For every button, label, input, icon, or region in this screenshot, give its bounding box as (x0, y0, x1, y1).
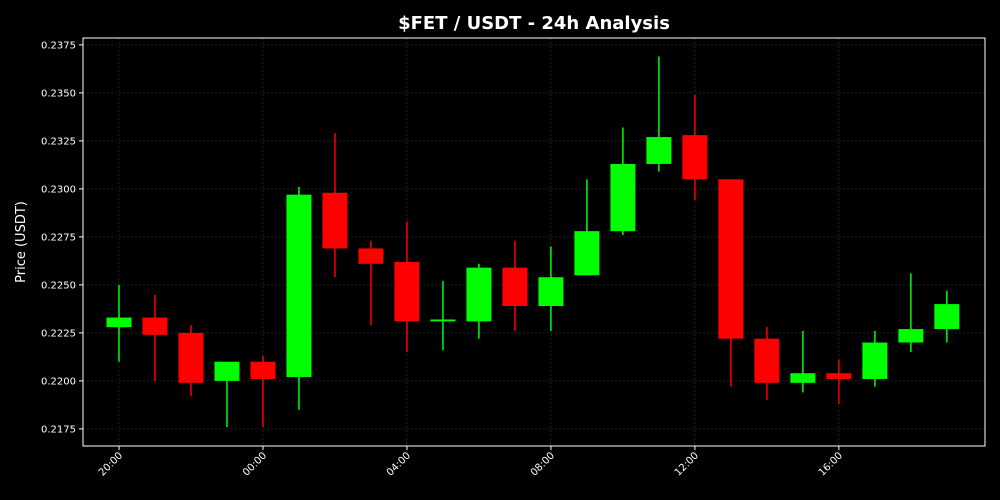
candle-body (574, 231, 600, 276)
candle-body (430, 319, 456, 322)
y-tick-label: 0.2225 (41, 328, 76, 339)
candle-body (826, 373, 852, 379)
candle-body (286, 194, 312, 378)
y-tick-label: 0.2375 (41, 40, 76, 51)
grid (83, 38, 985, 446)
x-tick-label: 04:00 (385, 450, 413, 478)
candle-body (862, 342, 888, 379)
candle-body (358, 248, 384, 264)
candle-body (754, 338, 780, 383)
candle-body (682, 135, 708, 180)
candle-body (646, 137, 672, 164)
candle-body (790, 373, 816, 383)
x-tick-label: 08:00 (529, 450, 557, 478)
x-tick-label: 00:00 (241, 450, 269, 478)
chart-title: $FET / USDT - 24h Analysis (398, 13, 670, 34)
plot-frame (82, 37, 986, 447)
candle-body (322, 192, 348, 249)
y-tick-label: 0.2350 (41, 88, 76, 99)
candle-body (178, 332, 204, 383)
candle-body (934, 304, 960, 330)
x-tick-label: 16:00 (817, 450, 845, 478)
candle-body (898, 329, 924, 343)
y-tick-label: 0.2250 (41, 280, 76, 291)
candle-body (142, 317, 168, 335)
y-tick-label: 0.2200 (41, 376, 76, 387)
y-tick-label: 0.2275 (41, 232, 76, 243)
candle-body (394, 261, 420, 322)
y-axis-label: Price (USDT) (14, 201, 29, 283)
candle-body (250, 361, 276, 379)
candles (106, 56, 960, 427)
y-tick-label: 0.2175 (41, 424, 76, 435)
candle-body (106, 317, 132, 328)
y-tick-label: 0.2300 (41, 184, 76, 195)
candle-body (538, 277, 564, 307)
x-tick-label: 12:00 (673, 450, 701, 478)
y-tick-label: 0.2325 (41, 136, 76, 147)
candle-body (466, 267, 492, 322)
candle-body (718, 179, 744, 339)
candle-body (610, 163, 636, 232)
x-tick-label: 20:00 (97, 450, 125, 478)
candle-body (502, 267, 528, 307)
candle-body (214, 361, 240, 381)
